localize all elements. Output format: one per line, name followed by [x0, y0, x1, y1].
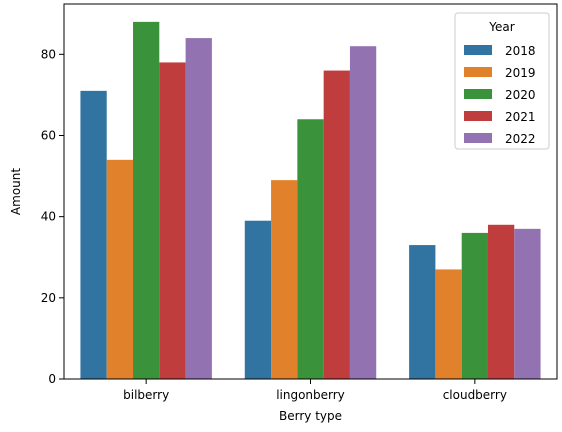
x-tick-label: cloudberry [443, 388, 507, 402]
legend-title: Year [488, 20, 514, 34]
bar-bilberry-2020 [133, 21, 160, 380]
bar-lingonberry-2019 [271, 180, 298, 379]
x-tick-label: bilberry [123, 388, 169, 402]
y-axis-title: Amount [9, 168, 23, 215]
x-axis: bilberry lingonberry cloudberry [123, 379, 507, 402]
bar-bilberry-2022 [185, 38, 212, 380]
bar-cloudberry-2018 [409, 245, 436, 379]
bars-layer [80, 21, 541, 380]
y-axis: 0 20 40 60 80 [41, 47, 64, 386]
bar-cloudberry-2021 [487, 224, 515, 379]
y-tick-label: 60 [41, 128, 56, 142]
x-axis-title: Berry type [279, 409, 342, 423]
bar-lingonberry-2018 [244, 220, 272, 379]
legend-swatch-2020 [464, 89, 492, 99]
x-tick-label: lingonberry [276, 388, 345, 402]
bar-bilberry-2019 [106, 159, 134, 379]
bar-bilberry-2021 [159, 62, 186, 379]
legend-swatch-2021 [464, 111, 492, 121]
bar-lingonberry-2022 [349, 46, 377, 380]
bar-lingonberry-2021 [323, 70, 350, 379]
legend-label-2020: 2020 [505, 88, 536, 102]
bar-bilberry-2018 [80, 90, 107, 379]
y-tick-label: 80 [41, 47, 56, 61]
legend-swatch-2022 [464, 133, 492, 143]
legend-label-2021: 2021 [505, 110, 536, 124]
legend: Year 2018 2019 2020 2021 2022 [454, 12, 550, 150]
y-tick-label: 0 [48, 372, 56, 386]
bar-cloudberry-2020 [461, 232, 488, 379]
legend-swatch-2019 [464, 67, 492, 77]
bar-lingonberry-2020 [297, 119, 324, 379]
legend-label-2018: 2018 [505, 44, 536, 58]
legend-label-2022: 2022 [505, 132, 536, 146]
bar-cloudberry-2022 [514, 228, 541, 379]
y-tick-label: 20 [41, 291, 56, 305]
y-tick-label: 40 [41, 210, 56, 224]
bar-cloudberry-2019 [435, 269, 462, 379]
legend-label-2019: 2019 [505, 66, 536, 80]
legend-swatch-2018 [464, 45, 492, 55]
